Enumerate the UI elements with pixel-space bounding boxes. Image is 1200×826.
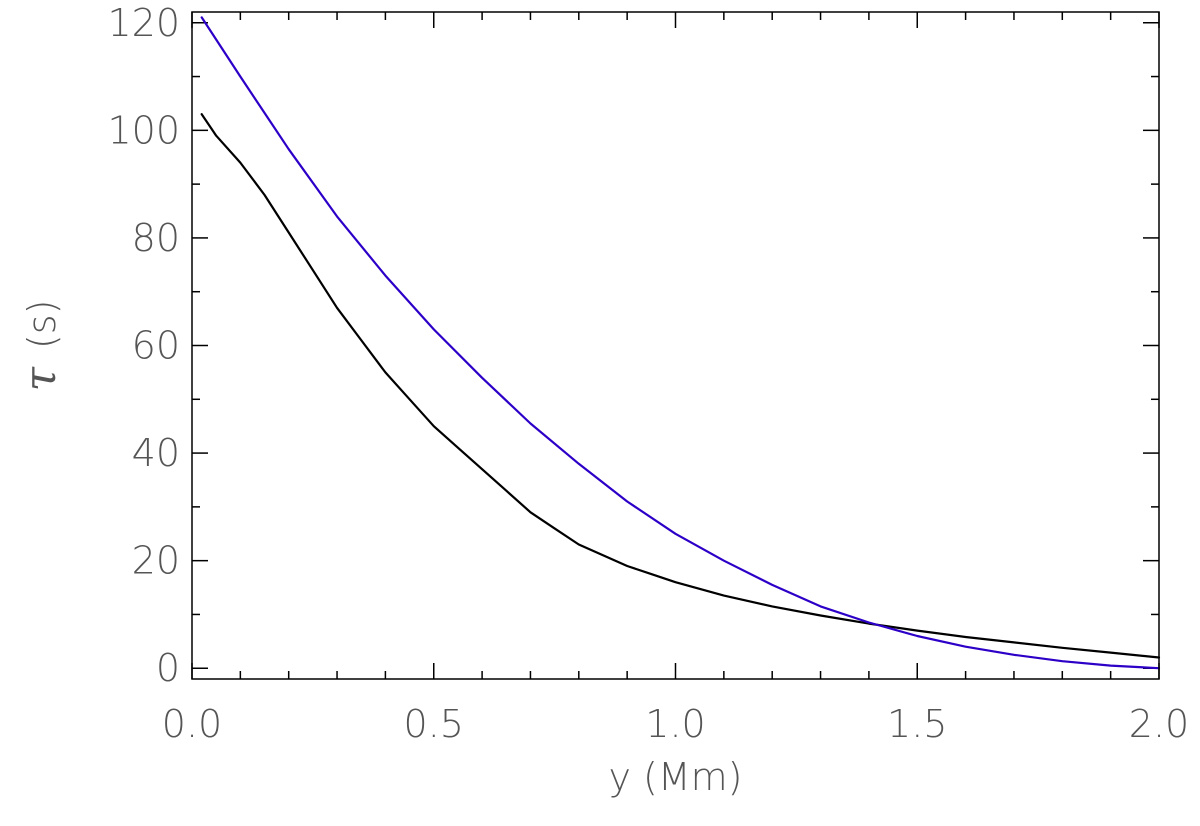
x-tick-label: 2.0 <box>1129 702 1189 746</box>
y-tick-label: 20 <box>132 539 180 583</box>
y-tick-label: 0 <box>156 646 180 690</box>
x-tick-labels: 0.0 0.5 1.0 1.5 2.0 <box>162 702 1189 746</box>
x-tick-label: 1.0 <box>645 702 705 746</box>
series-group <box>200 16 1161 670</box>
y-tick-label: 40 <box>132 431 180 475</box>
y-axis-unit: (s) <box>20 300 64 349</box>
y-axis-symbol: τ <box>15 366 66 391</box>
x-axis-label: y (Mm) <box>608 755 742 799</box>
plot-frame <box>191 11 1160 680</box>
y-axis-label: τ (s) <box>15 300 66 392</box>
y-tick-labels: 0 20 40 60 80 100 120 <box>107 1 180 690</box>
y-tick-label: 80 <box>132 216 180 260</box>
x-tick-label: 0.0 <box>162 702 222 746</box>
x-tick-label: 1.5 <box>887 702 947 746</box>
axis-ticks <box>191 12 1160 679</box>
y-tick-label: 100 <box>107 108 180 152</box>
y-tick-label: 120 <box>107 1 180 45</box>
x-tick-label: 0.5 <box>404 702 464 746</box>
series-line-black <box>200 113 1161 659</box>
y-tick-label: 60 <box>132 324 180 368</box>
series-line-blue <box>200 16 1161 670</box>
